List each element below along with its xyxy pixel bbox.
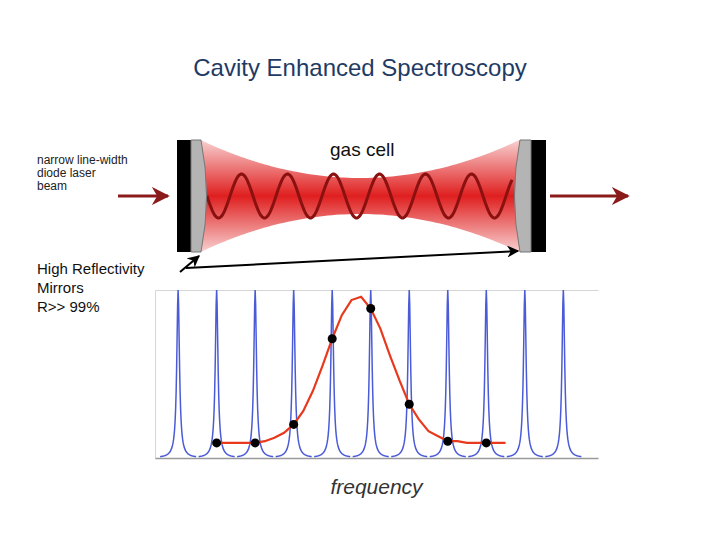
sample-point	[251, 438, 260, 447]
cavity-mode	[276, 290, 312, 457]
sample-point	[482, 438, 491, 447]
slide: Cavity Enhanced Spectroscopy narrow line-…	[0, 0, 720, 540]
mirror-label: High Reflectivity	[37, 260, 145, 277]
laser-label: narrow line-width	[37, 153, 128, 167]
cavity-mode	[430, 290, 466, 457]
plot-area	[160, 290, 581, 457]
sample-point	[366, 304, 375, 313]
x-axis	[156, 458, 599, 459]
mirror-label: R>> 99%	[37, 298, 100, 315]
mirror-right	[531, 140, 546, 252]
frame-top	[156, 290, 599, 291]
mirror-left	[177, 140, 191, 252]
cavity-mode	[199, 290, 235, 457]
laser-label: beam	[37, 179, 67, 193]
cell-label: gas cell	[330, 139, 394, 160]
mirror-label: Mirrors	[37, 279, 84, 296]
sample-point	[289, 420, 298, 429]
standing-wave	[207, 174, 512, 218]
input-arrow	[118, 195, 168, 198]
cavity-mode	[545, 290, 581, 457]
cavity-mode	[507, 290, 543, 457]
axis-line	[156, 458, 599, 460]
laser-label: diode laser	[37, 166, 96, 180]
cavity-mode	[237, 290, 273, 457]
sample-point	[328, 334, 337, 343]
title: Cavity Enhanced Spectroscopy	[193, 54, 527, 81]
cavity-mode	[353, 290, 389, 457]
sample-point	[443, 437, 452, 446]
absorption-line	[217, 297, 506, 443]
output-arrow	[550, 195, 628, 198]
pointer-arrow	[180, 256, 199, 272]
mirror-right-face	[515, 140, 532, 252]
mirror-left-face	[191, 140, 207, 252]
laser-beam	[200, 140, 520, 253]
x-axis-title: frequency	[330, 475, 424, 498]
sample-point	[405, 400, 414, 409]
cavity-mode	[468, 290, 504, 457]
y-axis	[155, 291, 156, 459]
sample-point	[212, 438, 221, 447]
axis-line	[156, 290, 599, 291]
pointer-arrow	[186, 251, 518, 268]
cavity-mode	[160, 290, 196, 457]
axis-line	[155, 291, 156, 459]
